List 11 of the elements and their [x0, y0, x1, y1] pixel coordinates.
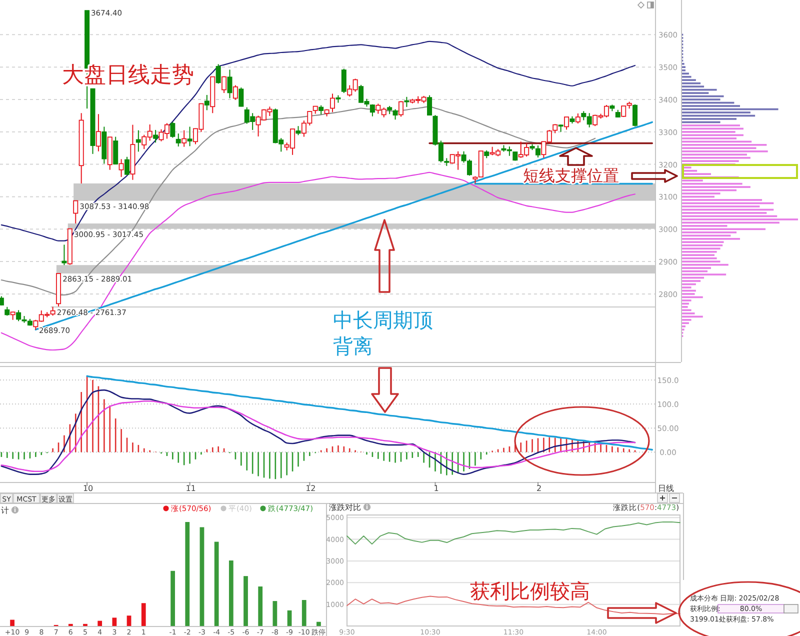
x-tick-label: 10 [82, 484, 94, 493]
annotation: 短线支撑位置 [523, 166, 619, 185]
x-tick-label: 12 [306, 484, 316, 493]
x-tick-label: 1 [434, 484, 439, 493]
chart-title: 计 [1, 506, 9, 515]
text: 日线 [658, 484, 674, 493]
chart-title: 涨跌对比 [329, 503, 361, 512]
x-tick-label: 2 [536, 484, 542, 493]
annotation: 中长周期顶背离 [333, 308, 433, 358]
x-tick-label: 11 [186, 484, 196, 493]
annotation: 获利比例较高 [470, 579, 590, 603]
